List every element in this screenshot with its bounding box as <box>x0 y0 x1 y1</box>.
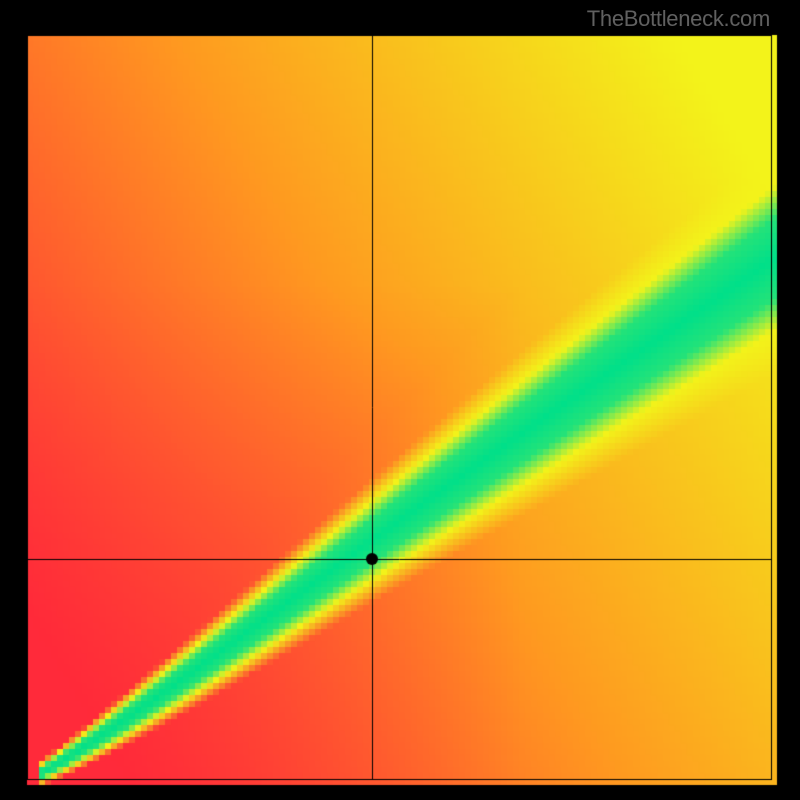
heatmap-canvas <box>0 0 800 800</box>
watermark-label: TheBottleneck.com <box>587 6 770 32</box>
